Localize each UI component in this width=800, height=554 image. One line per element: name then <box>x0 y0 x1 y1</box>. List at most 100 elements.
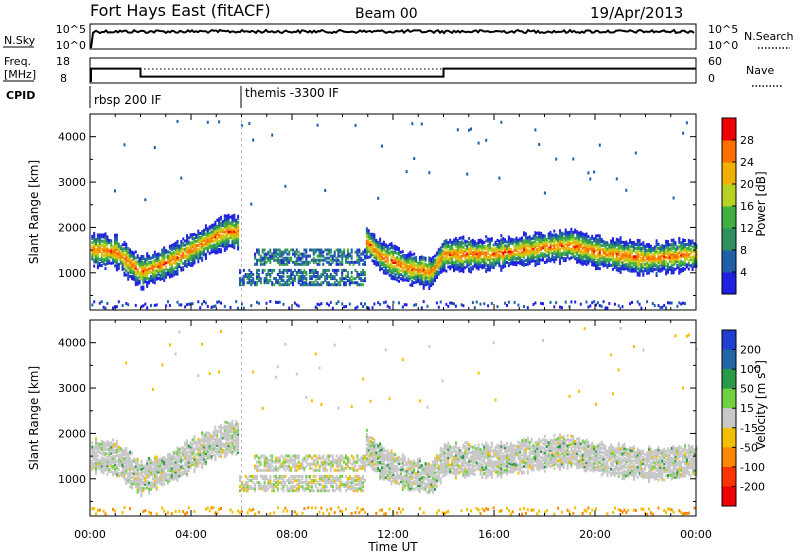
echo-cell <box>530 243 533 247</box>
echo-cell <box>488 254 491 258</box>
echo-cell <box>417 263 419 267</box>
echo-cell <box>320 254 323 258</box>
echo-cell <box>95 437 97 441</box>
echo-cell <box>257 277 260 281</box>
echo-cell <box>604 306 607 310</box>
echo-cell <box>157 276 160 280</box>
echo-cell <box>388 269 391 273</box>
echo-cell <box>487 243 490 247</box>
echo-cell <box>369 232 372 236</box>
echo-cell <box>216 228 219 232</box>
echo-cell <box>564 257 567 261</box>
echo-cell <box>146 480 149 484</box>
echo-cell <box>542 254 544 258</box>
echo-cell <box>208 225 211 229</box>
echo-cell <box>182 243 185 247</box>
echo-cell <box>204 242 207 246</box>
echo-cell <box>560 233 563 237</box>
echo-cell <box>136 490 139 494</box>
echo-cell <box>615 256 618 260</box>
echo-cell <box>110 470 113 474</box>
echo-cell <box>153 258 156 262</box>
echo-cell <box>578 250 580 253</box>
echo-cell <box>470 127 472 131</box>
echo-cell <box>407 252 410 256</box>
echo-cell <box>437 266 440 270</box>
echo-cell <box>142 275 145 279</box>
echo-cell <box>193 447 196 451</box>
echo-cell <box>562 259 565 262</box>
echo-cell <box>174 254 177 257</box>
echo-cell <box>434 266 436 270</box>
echo-cell <box>187 252 190 256</box>
echo-cell <box>405 256 408 260</box>
echo-cell <box>346 260 349 264</box>
echo-cell <box>193 257 196 261</box>
echo-cell <box>608 255 611 259</box>
echo-cell <box>371 251 374 255</box>
echo-cell <box>153 474 156 478</box>
echo-cell <box>216 441 219 445</box>
echo-cell <box>167 254 169 258</box>
echo-cell <box>140 478 143 481</box>
echo-cell <box>494 240 497 244</box>
echo-cell <box>278 250 281 254</box>
echo-cell <box>382 263 385 267</box>
echo-cell <box>394 273 397 277</box>
echo-cell <box>290 256 293 260</box>
echo-cell <box>623 265 626 269</box>
echo-cell <box>314 258 317 262</box>
echo-cell <box>284 256 287 260</box>
echo-cell <box>589 255 592 259</box>
echo-cell <box>538 243 541 247</box>
echo-cell <box>365 239 368 243</box>
echo-cell <box>613 243 616 247</box>
echo-cell <box>163 474 166 478</box>
echo-cell <box>256 260 258 264</box>
echo-cell <box>453 250 455 254</box>
echo-cell <box>121 468 124 472</box>
echo-cell <box>685 265 688 269</box>
echo-cell <box>496 255 499 259</box>
echo-cell <box>483 257 486 261</box>
echo-cell <box>288 279 291 283</box>
echo-cell <box>587 243 590 247</box>
echo-cell <box>619 240 622 244</box>
echo-cell <box>146 256 149 260</box>
echo-cell <box>108 249 111 253</box>
echo-cell <box>174 262 177 266</box>
echo-cell <box>186 447 188 451</box>
echo-cell <box>574 300 577 304</box>
echo-cell <box>174 266 177 270</box>
echo-cell <box>168 271 171 275</box>
echo-cell <box>648 263 650 267</box>
echo-cell <box>479 244 482 248</box>
echo-cell <box>195 465 198 469</box>
echo-cell <box>473 256 476 260</box>
echo-cell <box>280 262 283 266</box>
echo-cell <box>625 256 628 260</box>
echo-cell <box>237 237 240 241</box>
echo-cell <box>146 459 149 463</box>
echo-cell <box>180 248 183 252</box>
echo-cell <box>117 267 120 271</box>
echo-cell <box>112 471 115 475</box>
echo-cell <box>275 254 277 258</box>
echo-cell <box>587 241 590 245</box>
echo-cell <box>132 261 135 265</box>
echo-cell <box>365 306 368 309</box>
echo-cell <box>115 450 118 454</box>
echo-cell <box>121 259 124 263</box>
echo-cell <box>316 271 319 274</box>
echo-cell <box>475 252 478 256</box>
echo-cell <box>155 275 158 279</box>
echo-cell <box>460 260 463 264</box>
echo-cell <box>653 247 656 251</box>
echo-cell <box>456 267 459 271</box>
echo-cell <box>275 277 277 281</box>
echo-cell <box>98 301 101 305</box>
echo-cell <box>303 275 306 279</box>
echo-cell <box>460 263 463 266</box>
echo-cell <box>581 256 584 260</box>
echo-cell <box>191 237 194 241</box>
